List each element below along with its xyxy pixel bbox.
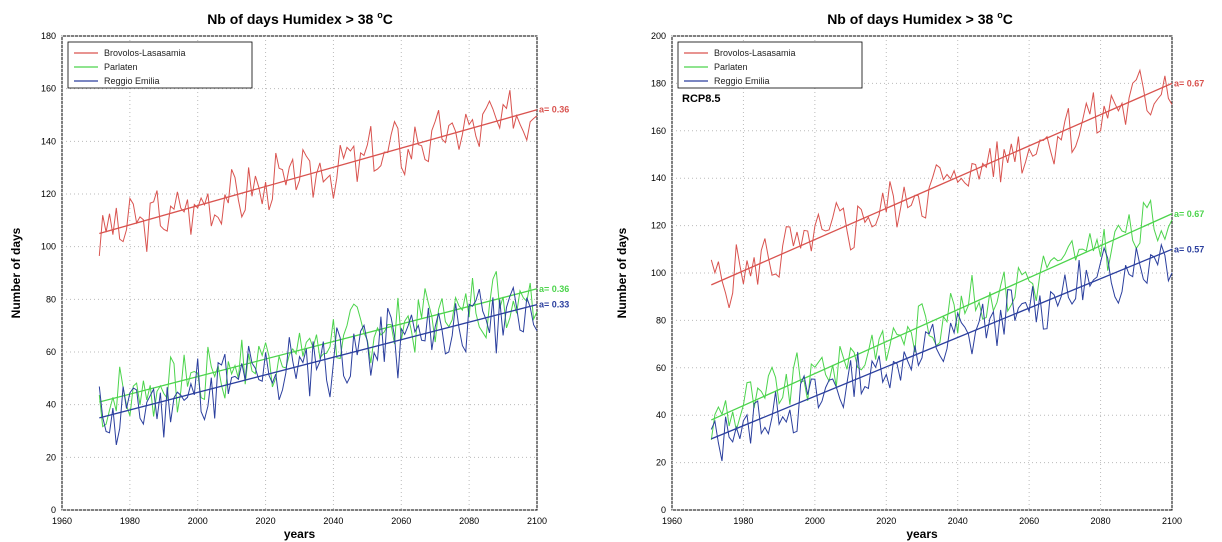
x-tick-label: 2000 <box>805 516 825 526</box>
x-tick-label: 2020 <box>256 516 276 526</box>
series-line-1 <box>710 68 1173 309</box>
legend-entry-2: Parlaten <box>714 62 748 72</box>
plot-frame <box>61 35 538 511</box>
legend-entry-2: Parlaten <box>104 62 138 72</box>
x-tick-label: 2060 <box>1019 516 1039 526</box>
trend-line-2 <box>99 288 538 403</box>
legend-entry-1: Brovolos-Lasasamia <box>714 48 796 58</box>
slope-label-3: a= 0.33 <box>539 300 569 310</box>
y-tick-label: 180 <box>651 78 666 88</box>
trend-line-1 <box>99 109 538 235</box>
y-tick-label: 20 <box>656 458 666 468</box>
x-axis-label: years <box>284 527 316 541</box>
y-tick-label: 0 <box>661 505 666 515</box>
y-tick-label: 140 <box>651 173 666 183</box>
chart-title: Nb of days Humidex > 38 oC <box>827 10 1013 27</box>
slope-label-2: a= 0.67 <box>1174 209 1204 219</box>
x-tick-label: 2040 <box>323 516 343 526</box>
y-axis-label: Number of days <box>9 227 23 318</box>
slope-label-1: a= 0.36 <box>539 105 569 115</box>
slope-label-3: a= 0.57 <box>1174 244 1204 254</box>
x-tick-label: 1980 <box>120 516 140 526</box>
y-tick-label: 60 <box>656 363 666 373</box>
legend-box <box>67 41 253 89</box>
series-line-3 <box>98 285 538 446</box>
legend-entry-3: Reggio Emilia <box>104 76 160 86</box>
y-tick-label: 40 <box>46 400 56 410</box>
y-axis-label: Number of days <box>615 227 629 318</box>
y-tick-label: 160 <box>651 126 666 136</box>
y-tick-label: 20 <box>46 452 56 462</box>
chart-panel-2: 1960 1980 2000 2020 2040 2060 2080 210002040608… <box>615 10 1204 541</box>
y-tick-label: 160 <box>41 84 56 94</box>
series-line-3 <box>710 242 1173 462</box>
series-line-2 <box>710 198 1173 440</box>
slope-label-1: a= 0.67 <box>1174 78 1204 88</box>
legend-box <box>677 41 863 89</box>
slope-label-2: a= 0.36 <box>539 284 569 294</box>
x-tick-label: 2080 <box>459 516 479 526</box>
x-tick-label: 2020 <box>876 516 896 526</box>
x-axis-label: years <box>906 527 938 541</box>
y-tick-label: 80 <box>46 294 56 304</box>
y-tick-label: 120 <box>651 221 666 231</box>
y-tick-label: 40 <box>656 410 666 420</box>
y-tick-label: 120 <box>41 189 56 199</box>
x-tick-label: 2100 <box>1162 516 1182 526</box>
scenario-label: RCP8.5 <box>682 93 721 105</box>
y-tick-label: 180 <box>41 31 56 41</box>
x-tick-label: 2080 <box>1091 516 1111 526</box>
series-line-2 <box>98 271 538 428</box>
series-line-1 <box>98 90 538 256</box>
chart-panel-1: 1960 1980 2000 2020 2040 2060 2080 210002040608… <box>9 10 569 541</box>
trend-line-3 <box>711 248 1173 440</box>
trend-line-2 <box>711 213 1173 421</box>
trend-line-1 <box>711 82 1173 286</box>
y-tick-label: 80 <box>656 315 666 325</box>
y-tick-label: 100 <box>41 242 56 252</box>
x-tick-label: 1960 <box>662 516 682 526</box>
y-tick-label: 0 <box>51 505 56 515</box>
y-tick-label: 200 <box>651 31 666 41</box>
y-tick-label: 140 <box>41 136 56 146</box>
x-tick-label: 1980 <box>733 516 753 526</box>
x-tick-label: 2000 <box>188 516 208 526</box>
y-tick-label: 60 <box>46 347 56 357</box>
trend-line-3 <box>99 303 538 419</box>
chart-title: Nb of days Humidex > 38 oC <box>207 10 393 27</box>
x-tick-label: 2060 <box>391 516 411 526</box>
legend-entry-3: Reggio Emilia <box>714 76 770 86</box>
x-tick-label: 1960 <box>52 516 72 526</box>
x-tick-label: 2040 <box>948 516 968 526</box>
legend-entry-1: Brovolos-Lasasamia <box>104 48 186 58</box>
x-tick-label: 2100 <box>527 516 547 526</box>
y-tick-label: 100 <box>651 268 666 278</box>
